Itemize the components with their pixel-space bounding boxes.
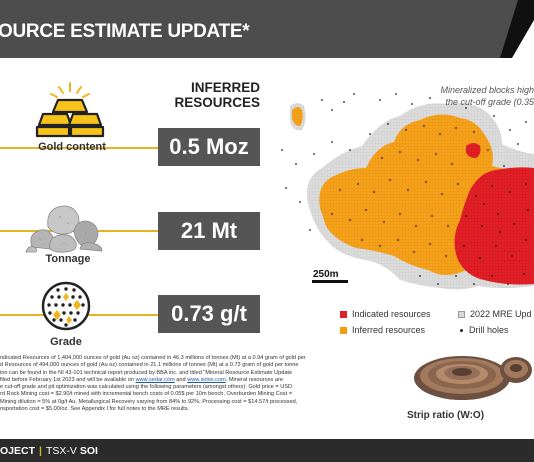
footnote-line: d Resources of 494,000 ounces of gold (A… [0, 362, 299, 369]
footer-project-ticker: OJECT | TSX-V SOI [0, 445, 98, 457]
legend-inferred: Inferred resources [340, 325, 425, 335]
footer-ticker: SOI [79, 445, 98, 457]
legend-swatch-indicated [340, 310, 347, 318]
gold-content-label: Gold content [38, 141, 106, 153]
footnote-line: ndicated Resources of 1,404,000 ounces o… [0, 355, 306, 361]
map-caption-line2: the cut-off grade (0.35 [445, 97, 534, 107]
tonnage-value: 21 Mt [158, 212, 260, 250]
footer-separator: | [39, 445, 42, 457]
header-corner-shape [500, 0, 534, 58]
page-title: OURCE ESTIMATE UPDATE* [0, 21, 250, 42]
footer-project: OJECT [0, 445, 36, 457]
sirios-link[interactable]: www.sirios.com [187, 376, 226, 383]
footnote-line: filed before February 1st 2023 and will … [0, 376, 283, 383]
legend-label-indicated: Indicated resources [352, 309, 431, 319]
map-caption-line1: Mineralized blocks high [440, 85, 534, 95]
legend-swatch-inferred [340, 326, 347, 334]
inferred-resources-title: INFERRED RESOURCES [160, 80, 260, 110]
inferred-title-line2: RESOURCES [174, 95, 260, 110]
footer-exchange: TSX-V [45, 445, 77, 457]
scale-bar-label: 250m [313, 269, 339, 280]
legend-swatch-drill-holes [460, 328, 463, 332]
sedar-link[interactable]: www.sedar.com [135, 376, 175, 383]
gold-content-value: 0.5 Moz [158, 128, 260, 166]
grade-value: 0.73 g/t [158, 295, 260, 333]
inferred-title-line1: INFERRED [190, 80, 260, 95]
legend-2022-mre: 2022 MRE Upd [458, 309, 532, 319]
tonnage-label: Tonnage [45, 253, 91, 265]
footnote-line: rd Rock Mining cost = $2.90/t mined with… [0, 391, 292, 398]
legend-swatch-2022-mre [458, 310, 465, 318]
open-pit-icon [414, 356, 532, 400]
map-caption: Mineralized blocks high the cut-off grad… [420, 84, 534, 108]
footnote-line: ion can be found in the NI 43-101 techni… [0, 369, 293, 376]
grade-label: Grade [50, 336, 82, 348]
footer-bar [0, 439, 534, 462]
footnote-line: Mining dilution = 5% at 0g/t Au, Metallu… [0, 398, 298, 405]
resource-block-map [281, 93, 534, 290]
ore-grade-icon [41, 281, 91, 331]
legend-indicated: Indicated resources [340, 309, 431, 319]
footnote-line: e cut-off grade and pit optimization was… [0, 384, 293, 391]
rock-pile-icon [25, 205, 103, 253]
legend-label-drill-holes: Drill holes [469, 325, 509, 335]
legend-label-inferred: Inferred resources [352, 325, 426, 335]
footnote-text: ndicated Resources of 1,404,000 ounces o… [0, 355, 406, 413]
legend-drill-holes: Drill holes [458, 325, 509, 335]
connector-line-gold [0, 147, 158, 149]
gold-bars-icon [35, 82, 105, 138]
strip-ratio-label: Strip ratio (W:O) [407, 410, 485, 421]
header-bar: OURCE ESTIMATE UPDATE* [0, 0, 534, 58]
legend-label-2022-mre: 2022 MRE Upd [470, 309, 532, 319]
footnote-line: nsportation cost = $5.00/oz. See Appendi… [0, 406, 190, 413]
